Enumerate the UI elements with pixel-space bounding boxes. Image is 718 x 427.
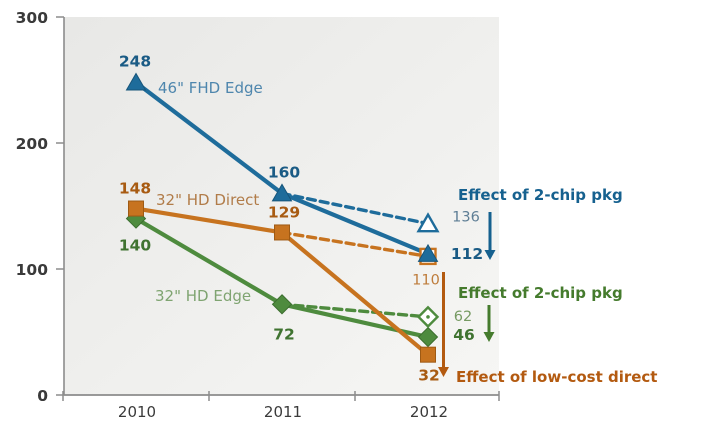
annotation-label-2: Effect of low-cost direct xyxy=(456,368,657,386)
x-tick-label-2011: 2011 xyxy=(264,403,302,421)
square-marker xyxy=(420,346,436,363)
series-dashed-32-hd-edge xyxy=(280,302,430,319)
value-label-32: 32 xyxy=(418,367,440,385)
value-label-62: 62 xyxy=(454,309,472,325)
down-arrow-head xyxy=(484,250,496,260)
y-tick-label: 100 xyxy=(16,261,49,279)
diamond-marker xyxy=(271,294,293,315)
series-dashed-32-hd-direct xyxy=(280,230,430,259)
series-label-32-hd-direct: 32" HD Direct xyxy=(156,191,259,209)
square-marker xyxy=(274,224,290,241)
down-arrow-head xyxy=(483,332,495,342)
axes: 300 200 100 0 2010 2011 2012 xyxy=(16,9,500,421)
diamond-center-dot xyxy=(426,315,430,319)
down-arrow-head xyxy=(438,367,449,377)
series-label-32-hd-edge: 32" HD Edge xyxy=(155,287,251,305)
x-tick-label-2012: 2012 xyxy=(410,403,448,421)
triangle-marker xyxy=(271,183,293,202)
series-markers xyxy=(125,72,440,363)
annotation-label-1: Effect of 2-chip pkg xyxy=(458,284,623,302)
open-triangle-marker xyxy=(416,212,440,233)
annotations: Effect of 2-chip pkg Effect of 2-chip pkg… xyxy=(438,186,657,386)
value-labels: 248 160 112 136 46" FHD Edge 148 129 32 110 32" H… xyxy=(119,53,483,385)
series-label-46-fhd-edge: 46" FHD Edge xyxy=(158,79,263,97)
value-label-112: 112 xyxy=(451,245,483,263)
value-label-46: 46 xyxy=(453,326,475,344)
value-label-129: 129 xyxy=(268,203,300,221)
triangle-marker xyxy=(417,243,439,262)
square-marker xyxy=(128,200,144,217)
y-tick-label: 300 xyxy=(16,9,49,27)
value-label-148: 148 xyxy=(119,180,151,198)
value-label-136: 136 xyxy=(452,210,480,226)
triangle-marker xyxy=(125,72,147,91)
value-label-160: 160 xyxy=(268,163,301,181)
value-label-110: 110 xyxy=(412,272,440,288)
diamond-marker xyxy=(417,326,439,348)
annotation-label-0: Effect of 2-chip pkg xyxy=(458,186,623,204)
y-tick-label: 0 xyxy=(37,387,48,405)
x-tick-label-2010: 2010 xyxy=(118,403,156,421)
value-label-72: 72 xyxy=(273,325,295,343)
value-label-140: 140 xyxy=(119,237,152,255)
y-tick-label: 200 xyxy=(16,135,49,153)
value-label-248: 248 xyxy=(119,53,151,71)
series-dashed-46-fhd-edge xyxy=(280,191,430,226)
